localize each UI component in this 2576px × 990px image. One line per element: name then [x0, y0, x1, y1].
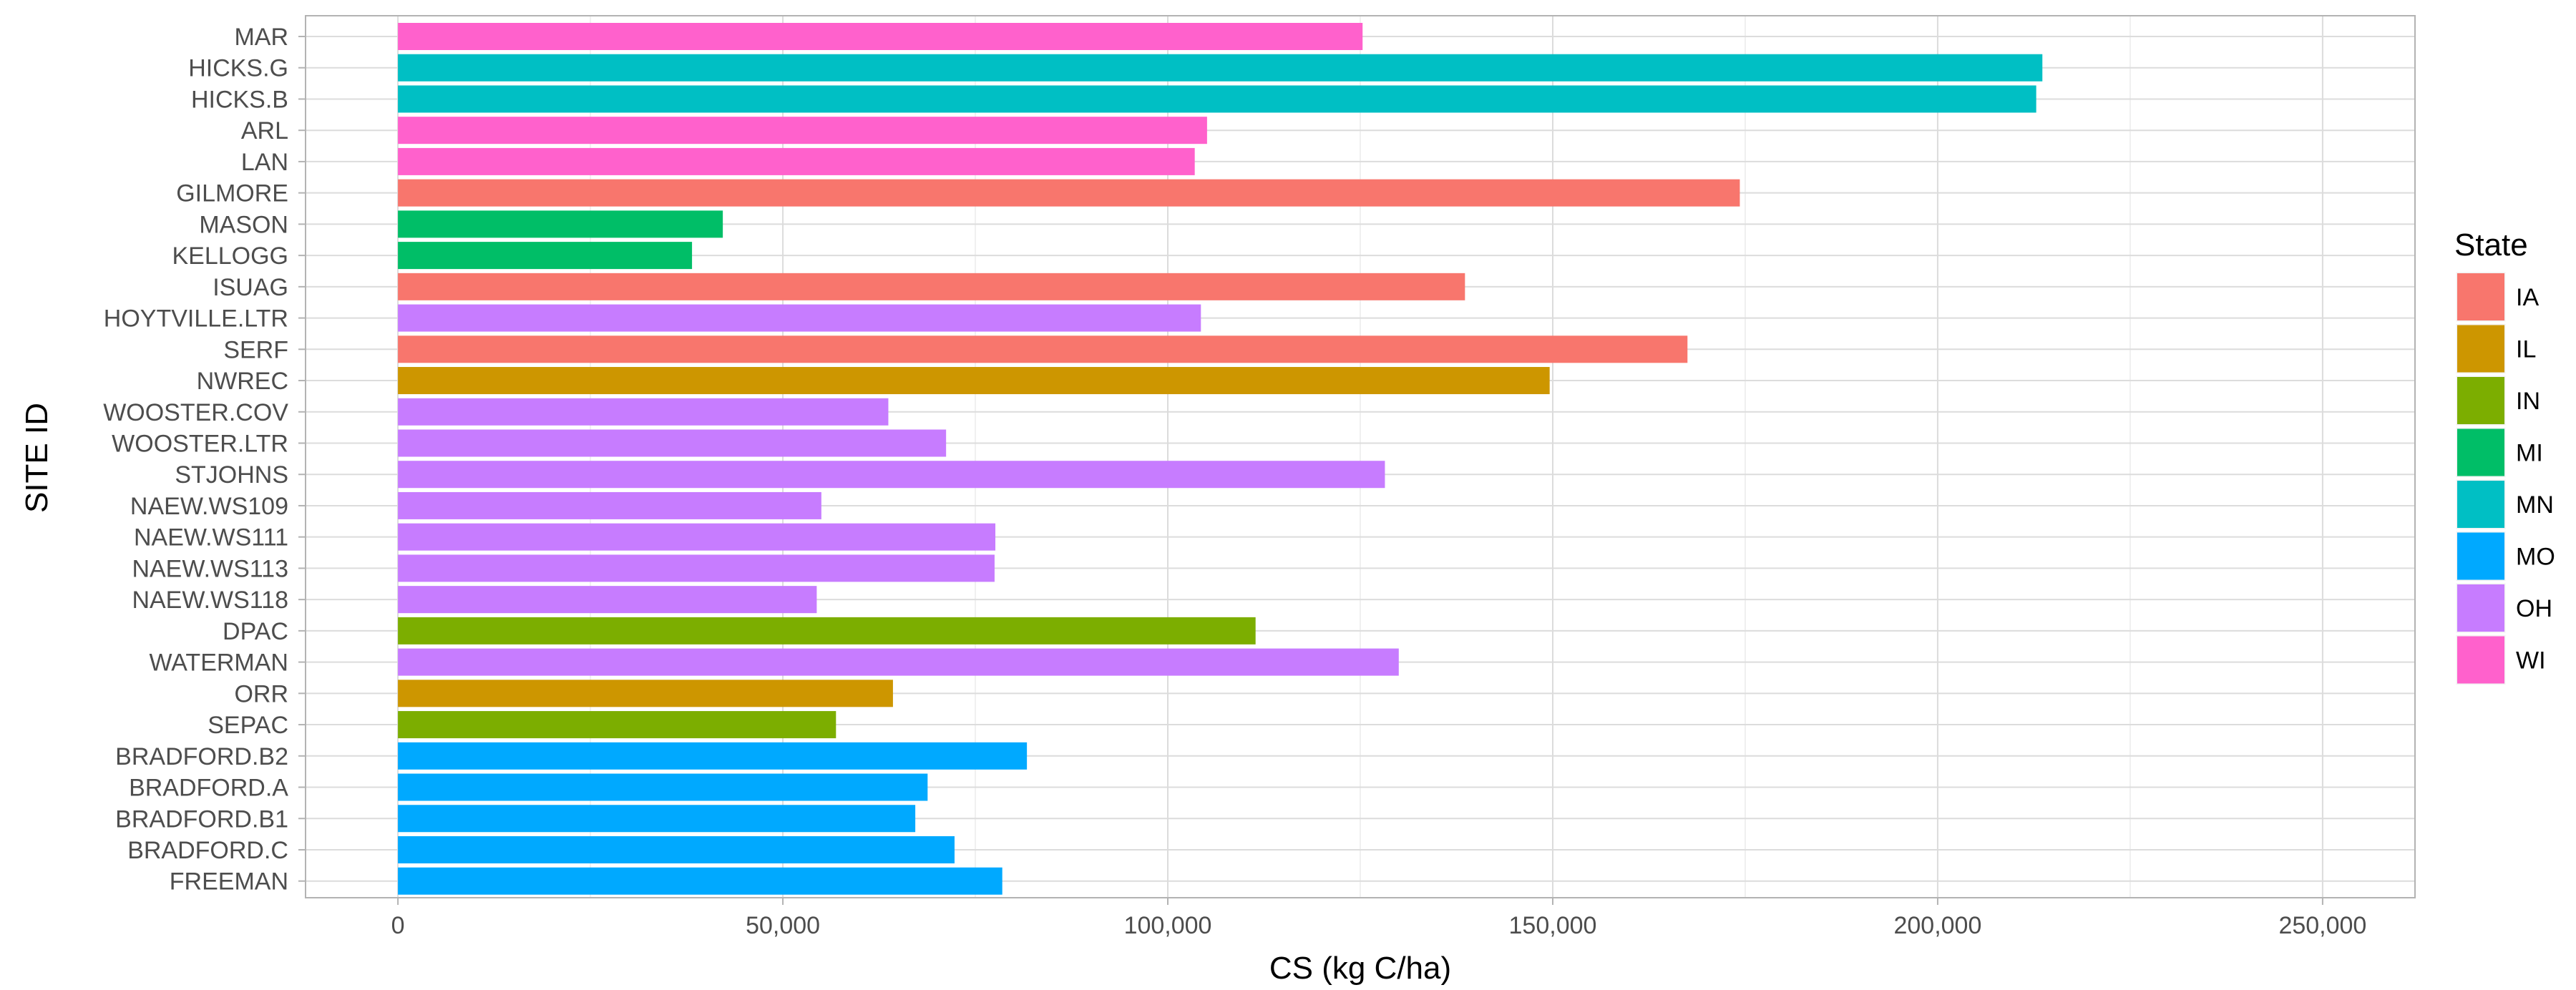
legend-label: MN	[2516, 491, 2554, 519]
bar-orr	[398, 680, 893, 707]
y-tick-label: KELLOGG	[172, 242, 288, 270]
legend-label: IN	[2516, 388, 2540, 415]
y-tick-label: GILMORE	[176, 180, 288, 207]
bars	[398, 23, 2043, 895]
bar-lan	[398, 147, 1195, 175]
x-axis-title: CS (kg C/ha)	[1269, 951, 1451, 986]
legend-label: OH	[2516, 595, 2552, 622]
y-tick-label: SEPAC	[208, 712, 288, 739]
x-tick-label: 150,000	[1509, 912, 1597, 939]
legend-swatch	[2457, 428, 2504, 476]
y-tick-label: MASON	[199, 211, 288, 238]
bar-naew-ws113	[398, 554, 995, 582]
y-tick-label: NAEW.WS111	[134, 524, 288, 552]
legend-swatch	[2457, 481, 2504, 528]
y-tick-label: BRADFORD.C	[127, 837, 288, 864]
x-axis-ticks: 0 50,000 100,000 150,000 200,000 250,000	[391, 898, 2366, 939]
bar-waterman	[398, 648, 1399, 676]
bar-arl	[398, 117, 1207, 144]
x-tick-label: 0	[391, 912, 405, 939]
legend-label: IL	[2516, 336, 2536, 363]
legend-item-ia: IA	[2455, 271, 2539, 323]
y-tick-label: SERF	[223, 336, 288, 363]
y-tick-label: WOOSTER.COV	[103, 399, 288, 426]
y-tick-label: FREEMAN	[170, 868, 288, 896]
y-tick-label: LAN	[241, 149, 288, 176]
legend-item-mi: MI	[2455, 427, 2543, 478]
y-tick-label: MAR	[234, 24, 288, 51]
y-tick-label: ORR	[234, 680, 288, 707]
x-tick-label: 100,000	[1124, 912, 1212, 939]
bar-freeman	[398, 867, 1002, 895]
legend-item-oh: OH	[2455, 582, 2552, 634]
bar-serf	[398, 335, 1688, 363]
x-tick-label: 200,000	[1893, 912, 1981, 939]
bar-hicks-b	[398, 85, 2036, 113]
y-axis-title: SITE ID	[19, 403, 54, 513]
y-tick-label: NAEW.WS118	[132, 587, 288, 614]
legend-swatch	[2457, 377, 2504, 424]
bar-wooster-ltr	[398, 429, 947, 457]
bar-wooster-cov	[398, 398, 889, 426]
bar-dpac	[398, 617, 1256, 645]
y-tick-label: BRADFORD.B2	[115, 743, 288, 770]
legend-swatch	[2457, 325, 2504, 373]
y-tick-label: BRADFORD.A	[129, 775, 288, 802]
bar-bradford-c	[398, 835, 955, 863]
y-tick-label: HICKS.G	[188, 55, 288, 82]
y-tick-label: NWREC	[197, 368, 288, 395]
plot-panel-border	[305, 15, 2416, 898]
bar-hoytville-ltr	[398, 304, 1201, 332]
y-tick-label: DPAC	[223, 618, 288, 645]
legend: IA IL IN MI MN MO OH WI	[2455, 271, 2555, 685]
bar-gilmore	[398, 179, 1740, 207]
legend-swatch	[2457, 584, 2504, 632]
bar-naew-ws109	[398, 491, 821, 519]
y-tick-label: NAEW.WS109	[130, 493, 288, 520]
legend-label: MI	[2516, 440, 2543, 467]
y-tick-label: BRADFORD.B1	[115, 805, 288, 833]
y-tick-label: NAEW.WS113	[132, 555, 288, 582]
legend-item-mn: MN	[2455, 479, 2554, 530]
bar-bradford-b2	[398, 742, 1028, 770]
bar-stjohns	[398, 461, 1385, 489]
bar-bradford-a	[398, 773, 928, 801]
y-tick-label: HICKS.B	[191, 86, 288, 113]
bar-nwrec	[398, 367, 1550, 395]
y-tick-label: WATERMAN	[149, 650, 288, 677]
bar-isuag	[398, 273, 1465, 300]
legend-item-in: IN	[2455, 375, 2540, 426]
legend-item-il: IL	[2455, 323, 2536, 374]
legend-item-mo: MO	[2455, 531, 2555, 582]
legend-item-wi: WI	[2455, 634, 2546, 685]
legend-swatch	[2457, 636, 2504, 684]
legend-label: MO	[2516, 544, 2555, 571]
legend-swatch	[2457, 532, 2504, 580]
bar-hicks-g	[398, 54, 2043, 82]
bar-kellogg	[398, 242, 693, 270]
bar-sepac	[398, 711, 836, 739]
x-tick-label: 50,000	[746, 912, 820, 939]
bar-mar	[398, 23, 1363, 50]
y-tick-label: WOOSTER.LTR	[112, 430, 288, 457]
bar-mason	[398, 210, 723, 238]
y-tick-label: ARL	[241, 117, 288, 144]
bar-bradford-b1	[398, 805, 916, 833]
bar-naew-ws118	[398, 586, 817, 614]
legend-label: WI	[2516, 647, 2546, 675]
legend-swatch	[2457, 273, 2504, 320]
legend-title: State	[2454, 227, 2528, 263]
y-tick-label: ISUAG	[213, 274, 288, 301]
y-axis-ticks: MAR HICKS.G HICKS.B ARL LAN GILMORE MASON KELLO…	[103, 24, 306, 896]
x-tick-label: 250,000	[2278, 912, 2366, 939]
y-tick-label: HOYTVILLE.LTR	[104, 305, 288, 333]
y-tick-label: STJOHNS	[175, 461, 288, 489]
legend-label: IA	[2516, 284, 2539, 311]
bar-naew-ws111	[398, 523, 996, 551]
